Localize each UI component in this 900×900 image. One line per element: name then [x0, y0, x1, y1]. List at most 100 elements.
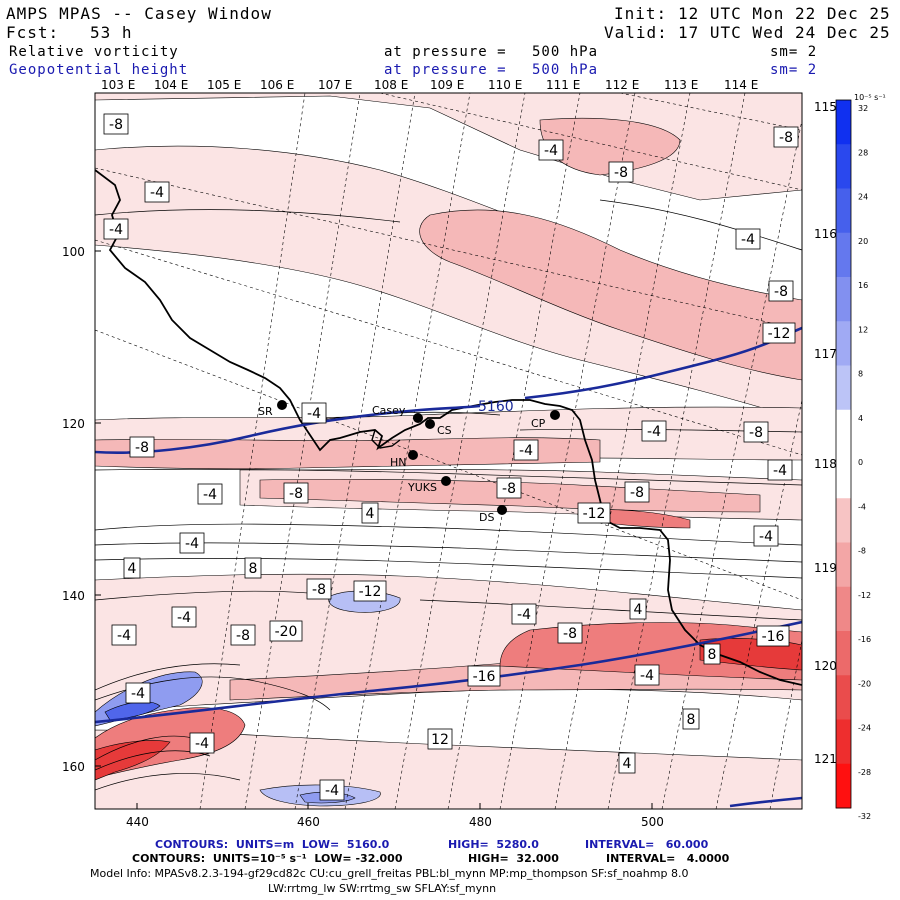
contour-label: -8: [557, 622, 583, 644]
footer-height-interval: INTERVAL= 60.000: [585, 838, 709, 851]
contour-label: 4: [361, 502, 379, 524]
contour-label: 8: [244, 557, 262, 579]
svg-text:8: 8: [687, 712, 696, 728]
contour-label: -4: [103, 218, 129, 240]
svg-text:4: 4: [128, 561, 137, 577]
colorbar-tick-label: 24: [858, 193, 868, 202]
svg-text:-4: -4: [131, 686, 145, 702]
contour-label: -8: [103, 113, 129, 135]
lon-label-top: 112 E: [605, 78, 640, 92]
colorbar-unit: 10⁻⁵ s⁻¹: [854, 93, 886, 102]
axis-ticks: [95, 250, 653, 809]
field-1-pressure-text: at pressure =: [384, 44, 507, 60]
field-2-pressure-text: at pressure =: [384, 62, 507, 78]
map-plot-area: 5160 SR Casey CS CP HN YUKS DS -8-8-4-8-…: [95, 93, 802, 809]
lon-label-top: 108 E: [374, 78, 409, 92]
colorbar-tick-label: 16: [858, 281, 868, 290]
x-axis-label: 440: [126, 815, 149, 829]
colorbar-tick-label: 4: [858, 414, 863, 423]
contour-label: -20: [269, 620, 303, 642]
svg-text:-8: -8: [289, 486, 303, 502]
svg-text:-4: -4: [773, 463, 787, 479]
colorbar-tick-label: 32: [858, 104, 868, 113]
fcst-value: 53 h: [90, 23, 133, 42]
footer-vort-high: HIGH= 32.000: [468, 852, 559, 865]
valid-value: 17 UTC Wed 24 Dec 25: [678, 23, 891, 42]
footer-model-info: Model Info: MPASv8.2.3-194-gf29cd82c CU:…: [90, 867, 689, 880]
svg-text:-4: -4: [307, 406, 321, 422]
lon-label-top: 107 E: [318, 78, 353, 92]
contour-label: -4: [197, 483, 223, 505]
lon-label-top: 103 E: [101, 78, 136, 92]
contour-label: -4: [511, 603, 537, 625]
contour-label: -8: [283, 482, 309, 504]
svg-text:-8: -8: [630, 485, 644, 501]
svg-text:8: 8: [708, 647, 717, 663]
colorbar-band: [836, 100, 851, 145]
field-2-sm: sm= 2: [770, 62, 818, 78]
svg-text:-4: -4: [544, 143, 558, 159]
svg-text:-8: -8: [614, 165, 628, 181]
svg-text:-20: -20: [275, 624, 298, 640]
x-axis-label: 500: [641, 815, 664, 829]
footer-height-contours: CONTOURS: UNITS=m LOW= 5160.0: [155, 838, 390, 851]
colorbar-band: [836, 409, 851, 455]
contour-label: -4: [767, 459, 793, 481]
colorbar-band: [836, 188, 851, 234]
footer-vort-contours: CONTOURS: UNITS=10⁻⁵ s⁻¹ LOW= -32.000: [132, 852, 403, 865]
contour-label: 12: [427, 728, 453, 750]
coastline: [95, 169, 802, 686]
svg-text:-8: -8: [109, 117, 123, 133]
colorbar-tick-label: -4: [858, 502, 866, 511]
contour-label: 4: [123, 557, 141, 579]
station-label: Casey: [372, 404, 406, 417]
colorbar-band: [836, 232, 851, 278]
svg-text:-12: -12: [359, 584, 382, 600]
colorbar-band: [836, 675, 851, 720]
svg-text:-8: -8: [312, 582, 326, 598]
svg-text:-4: -4: [759, 529, 773, 545]
svg-text:-8: -8: [135, 440, 149, 456]
contour-label: -4: [301, 402, 327, 424]
colorbar-band: [836, 498, 851, 543]
valid-label: Valid:: [604, 23, 668, 42]
init-value: 12 UTC Mon 22 Dec 25: [678, 4, 891, 23]
lon-label-top: 113 E: [664, 78, 699, 92]
lon-label-top: 104 E: [154, 78, 189, 92]
y-axis-label: 120: [62, 417, 85, 431]
colorbar-tick-label: -28: [858, 768, 871, 777]
station-label: HN: [390, 456, 407, 469]
svg-text:-8: -8: [774, 284, 788, 300]
station-markers: [277, 400, 560, 515]
colorbar-band: [836, 365, 851, 411]
colorbar-tick-label: 0: [858, 458, 863, 467]
colorbar-tick-label: -16: [858, 635, 871, 644]
lat-lon-grid: [95, 93, 802, 809]
station-label: SR: [258, 405, 273, 418]
colorbar-band: [836, 631, 851, 676]
contour-label: -8: [306, 578, 332, 600]
colorbar-band: [836, 542, 851, 588]
contour-label: -4: [753, 525, 779, 547]
lon-label-top: 110 E: [488, 78, 523, 92]
field-2-pressure-value: 500 hPa: [532, 62, 599, 78]
svg-text:-4: -4: [647, 424, 661, 440]
colorbar-band: [836, 586, 851, 632]
svg-text:-8: -8: [502, 481, 516, 497]
svg-text:-12: -12: [768, 326, 791, 342]
station-label: CP: [531, 417, 546, 430]
contour-label: 8: [703, 643, 721, 665]
contour-label: -8: [496, 477, 522, 499]
contour-value-labels: -8 -8 -4 -8 -4 -4 -4 -8 -12 -4 -4 -8 -4 -8 -4 -8 -8 -12 -8…: [103, 113, 799, 801]
svg-text:-4: -4: [177, 610, 191, 626]
svg-text:-8: -8: [779, 130, 793, 146]
svg-text:-8: -8: [236, 628, 250, 644]
contour-label: -8: [773, 126, 799, 148]
coastline-inlet: [371, 429, 401, 449]
contour-label: -4: [513, 439, 539, 461]
svg-text:-16: -16: [762, 629, 785, 645]
colorbar-tick-label: -12: [858, 591, 871, 600]
colorbar-band: [836, 321, 851, 366]
colorbar-band: [836, 277, 851, 322]
